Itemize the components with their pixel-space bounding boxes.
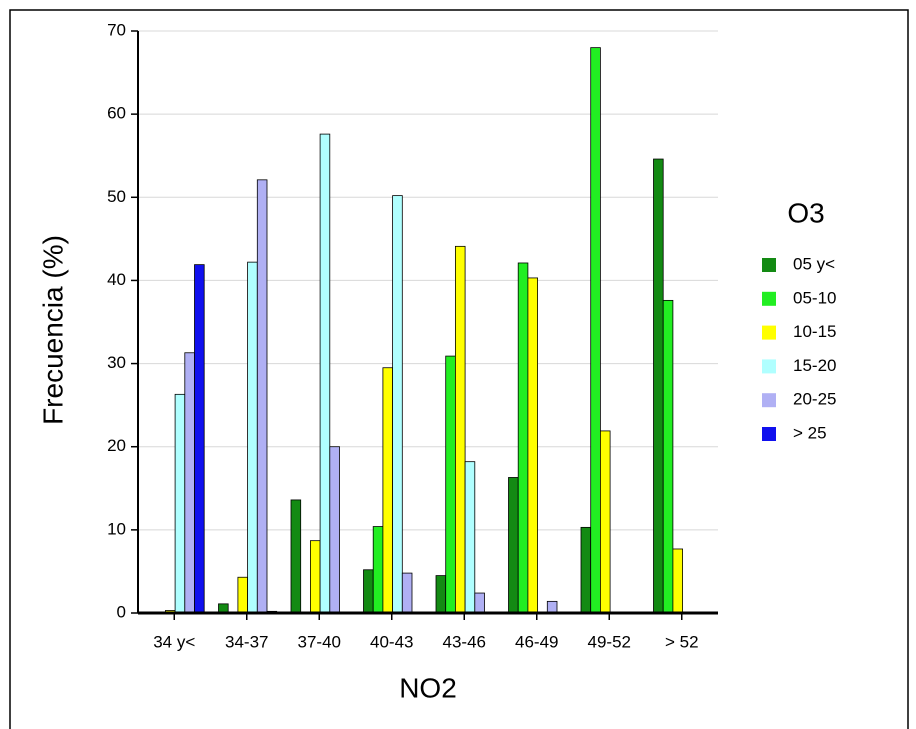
legend-label: 05-10 bbox=[793, 288, 836, 307]
bar bbox=[527, 277, 539, 614]
bar bbox=[237, 576, 248, 614]
legend-title: O3 bbox=[787, 197, 824, 228]
bar bbox=[256, 179, 268, 614]
bar bbox=[445, 355, 456, 614]
y-tick-label: 20 bbox=[107, 436, 126, 455]
bar bbox=[464, 461, 476, 614]
x-tick-label: 40-43 bbox=[370, 632, 413, 651]
bar bbox=[382, 367, 393, 614]
frame bbox=[9, 9, 909, 729]
y-tick-label: 60 bbox=[107, 104, 126, 123]
bar bbox=[329, 446, 340, 614]
y-tick-label: 50 bbox=[107, 187, 126, 206]
bar bbox=[247, 261, 258, 614]
legend-swatch bbox=[762, 258, 776, 272]
legend-swatch bbox=[762, 325, 776, 340]
legend-swatch bbox=[762, 291, 776, 306]
x-tick-label: 46-49 bbox=[515, 632, 558, 651]
bar bbox=[517, 262, 529, 614]
legend-swatch bbox=[762, 393, 776, 408]
bar bbox=[546, 600, 558, 614]
legend-label: 05 y< bbox=[793, 254, 835, 273]
bar bbox=[590, 47, 601, 614]
legend-label: > 25 bbox=[793, 423, 827, 442]
y-axis-label: Frecuencia (%) bbox=[37, 235, 68, 425]
bar bbox=[319, 133, 331, 614]
bar bbox=[290, 499, 302, 614]
x-tick-label: 34-37 bbox=[225, 632, 268, 651]
bar bbox=[309, 540, 321, 614]
y-tick-label: 0 bbox=[117, 602, 126, 621]
x-tick-label: 34 y< bbox=[153, 632, 195, 651]
legend-label: 20-25 bbox=[793, 390, 836, 409]
bar bbox=[672, 548, 684, 614]
bar bbox=[454, 245, 466, 614]
legend-label: 15-20 bbox=[793, 356, 836, 375]
x-axis-label: NO2 bbox=[399, 672, 457, 703]
bar bbox=[662, 299, 674, 614]
x-tick-label: 43-46 bbox=[443, 632, 486, 651]
legend-swatch bbox=[762, 359, 776, 374]
bar bbox=[194, 264, 205, 614]
bar bbox=[392, 195, 403, 614]
bar bbox=[435, 575, 447, 614]
y-tick-label: 30 bbox=[107, 353, 126, 372]
bar bbox=[184, 352, 195, 614]
bar bbox=[363, 569, 374, 614]
x-tick-label: 37-40 bbox=[298, 632, 341, 651]
legend-swatch bbox=[762, 427, 776, 441]
y-tick-label: 10 bbox=[107, 519, 126, 538]
bar bbox=[580, 526, 592, 614]
bar bbox=[653, 158, 664, 614]
x-tick-label: > 52 bbox=[665, 632, 699, 651]
legend-label: 10-15 bbox=[793, 322, 836, 341]
bar bbox=[401, 572, 413, 614]
bar bbox=[474, 592, 485, 614]
y-tick-label: 70 bbox=[107, 20, 126, 39]
bar bbox=[174, 393, 186, 614]
bar bbox=[600, 430, 611, 614]
bar bbox=[372, 526, 384, 614]
bar bbox=[508, 477, 519, 614]
x-tick-label: 49-52 bbox=[588, 632, 631, 651]
y-tick-label: 40 bbox=[107, 270, 126, 289]
